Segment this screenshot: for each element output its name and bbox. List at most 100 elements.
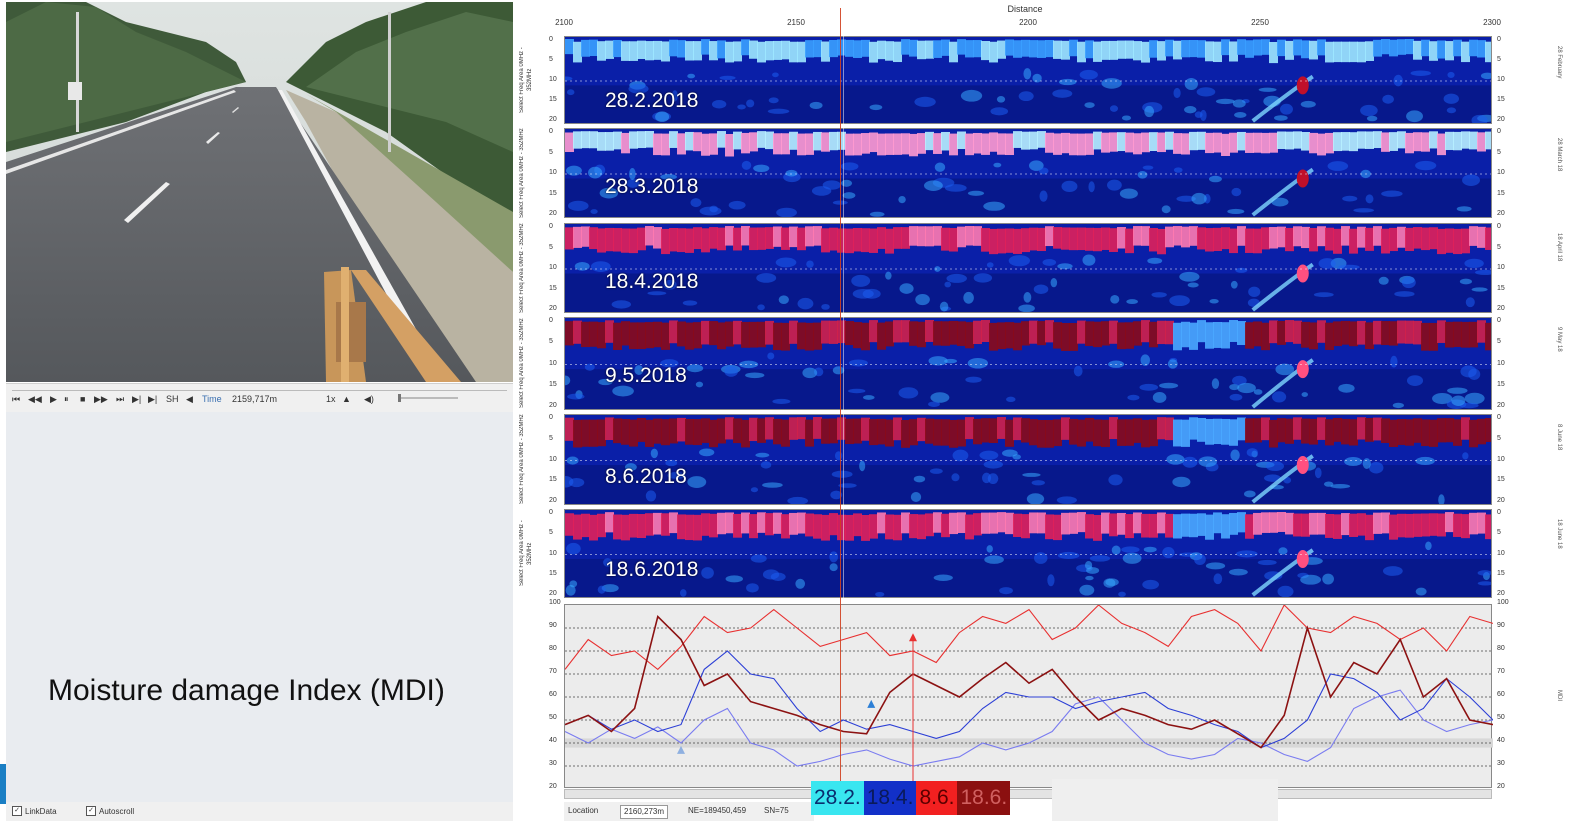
depth-ticks: 0 5 10 15 20 [549,36,563,124]
depth-tick-label: 20 [1497,210,1505,217]
speed-up-icon[interactable]: ▲ [342,394,351,404]
depth-tick-label: 0 [549,36,553,43]
location-status-bar: Location 2160,273m NE=189450,459 SN=75 [564,802,814,821]
mdi-y-tick-label: 40 [549,737,557,744]
depth-tick-label: 0 [549,509,553,516]
mdi-y-tick-label: 100 [549,599,561,606]
fast-forward-icon[interactable]: ▶▶ [94,394,108,404]
sh-button[interactable]: SH [166,394,179,404]
rewind-icon[interactable]: ◀◀ [28,394,42,404]
depth-tick-label: 15 [549,380,557,388]
legend-item: 8.6. [916,781,958,815]
depth-tick-label: 0 [1497,317,1501,324]
depth-tick-label: 20 [549,305,557,312]
mdi-series-line [565,689,1493,767]
skip-start-icon[interactable]: ⏮ [12,394,21,404]
speed-value[interactable]: 1x [326,394,336,404]
depth-tick-label: 20 [1497,116,1505,123]
depth-tick-label: 15 [1497,569,1505,577]
position-cursor-guide [843,30,844,600]
panel-y-axis-label: Select Freq Area 0MHz - 352MHz [519,47,533,113]
road-video-frame [6,2,513,382]
location-field[interactable]: 2160,273m [620,805,669,819]
gpr-panel[interactable]: 18.4.2018 [564,223,1492,313]
mdi-line-chart [564,604,1493,789]
depth-tick-label: 5 [1497,529,1501,537]
mdi-y-tick-label: 90 [549,622,557,629]
depth-tick-label: 10 [1497,76,1505,83]
depth-tick-label: 5 [1497,434,1501,442]
play-icon[interactable]: ▶ [50,394,57,404]
depth-tick-label: 10 [1497,264,1505,271]
depth-tick-label: 0 [1497,509,1501,516]
autoscroll-checkbox[interactable]: ✓ Autoscroll [86,806,134,816]
depth-ticks: 0 5 10 15 20 [549,317,563,410]
depth-ticks: 0 5 10 15 20 [549,509,563,598]
distance-tick-label: 2300 [1483,18,1501,27]
series-marker-icon [677,745,685,754]
depth-tick-label: 15 [549,569,557,577]
mdi-y-tick-label: 90 [1497,622,1505,629]
volume-slider[interactable] [398,394,458,402]
depth-tick-label: 5 [549,56,553,63]
gpr-panel[interactable]: 28.3.2018 [564,128,1492,218]
depth-ticks: 0 5 10 15 20 [549,128,563,218]
pause-icon[interactable]: ⏸ [64,394,69,404]
step-icon[interactable]: ▶| [148,394,158,404]
position-cursor[interactable] [840,8,841,788]
depth-tick-label: 10 [1497,455,1505,463]
volume-icon[interactable]: ◀) [364,394,374,404]
gpr-panel[interactable]: 8.6.2018 [564,414,1492,505]
mdi-series-line [565,614,1493,749]
prev-icon[interactable]: ◀ [186,394,193,404]
mdi-caption: Moisture damage Index (MDI) [48,674,445,707]
panel-y-axis-label: Select Freq Area 0MHz - 352MHz [519,318,525,409]
mdi-y-tick-label: 70 [549,668,557,675]
skip-end-icon[interactable]: ⏭ [116,394,125,404]
checkbox-checked-icon: ✓ [12,806,22,816]
depth-tick-label: 5 [549,338,553,346]
depth-tick-label: 10 [549,359,557,367]
depth-tick-label: 20 [549,497,557,504]
depth-tick-label: 5 [549,529,553,537]
depth-tick-label: 20 [549,590,557,597]
mdi-side-label: MDI [1556,690,1562,701]
survey-date-label: 28.3.2018 [605,175,699,198]
depth-tick-label: 15 [549,476,557,484]
mdi-y-tick-label: 20 [1497,783,1505,790]
distance-tick-label: 2250 [1251,18,1269,27]
panel-side-label: 8 June 18 [1556,424,1562,451]
depth-ticks: 0 5 10 15 20 [1497,414,1511,505]
distance-tick-label: 2150 [787,18,805,27]
linkdata-checkbox[interactable]: ✓ LinkData [12,806,57,816]
mdi-caption-area [6,412,513,802]
depth-tick-label: 0 [549,128,553,135]
time-label: Time [202,394,222,404]
survey-date-label: 8.6.2018 [605,465,687,488]
video-seek-bar[interactable] [12,386,507,391]
gpr-panel[interactable]: 9.5.2018 [564,317,1492,410]
depth-tick-label: 0 [1497,128,1501,135]
horizontal-scrollbar[interactable] [564,789,1492,799]
next-frame-icon[interactable]: ▶| [132,394,142,404]
distance-tick-label: 2100 [555,18,573,27]
coordinates-text: NE=189450,459 [688,806,747,815]
gpr-panel[interactable]: 28.2.2018 [564,36,1492,124]
stop-icon[interactable]: ■ [80,394,86,404]
depth-tick-label: 5 [549,434,553,442]
panel-y-axis-label: Select Freq Area 0MHz - 352MHz [519,223,525,313]
depth-tick-label: 15 [1497,284,1505,292]
legend-item: 18.4. [863,781,917,815]
linkdata-label: LinkData [25,806,57,816]
panel-side-label: 28 February [1556,46,1562,79]
mdi-y-tick-label: 80 [1497,645,1505,652]
panel-side-label: 18 June 18 [1556,519,1562,549]
legend-item: 18.6. [957,781,1011,815]
legend-item: 28.2. [811,781,864,815]
gpr-panel[interactable]: 18.6.2018 [564,509,1492,598]
depth-tick-label: 10 [549,455,557,463]
distance-axis-title: Distance [1007,4,1043,14]
depth-tick-label: 10 [1497,359,1505,367]
mdi-series-line [565,650,1493,749]
mdi-y-tick-label: 70 [1497,668,1505,675]
